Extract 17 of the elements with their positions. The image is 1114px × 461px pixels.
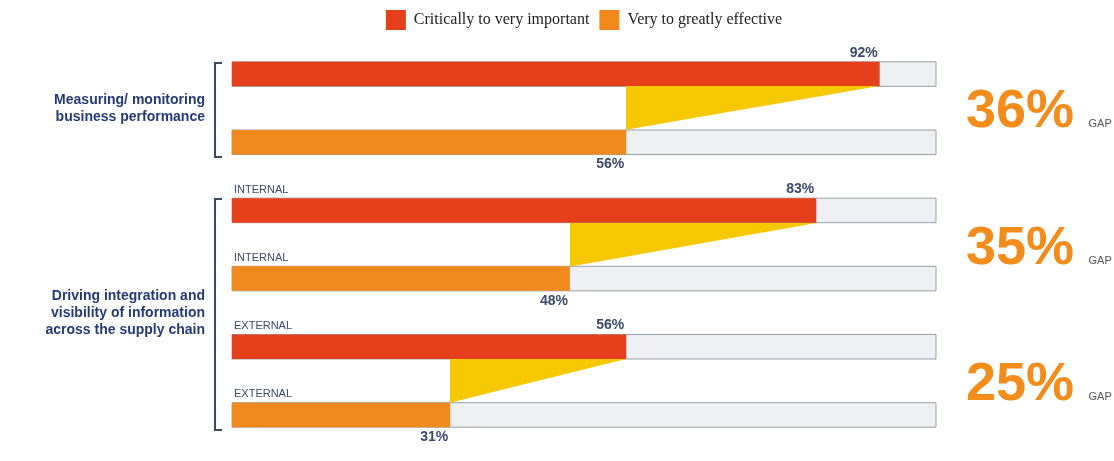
text: 35% GAP: [966, 214, 1112, 275]
data-label: 48%: [539, 291, 569, 308]
legend-label: Very to greatly effective: [627, 10, 783, 29]
text: 36% GAP: [966, 78, 1112, 139]
data-label: 83%: [786, 180, 815, 197]
text: Measuring/ monitoring business performance: [53, 91, 205, 126]
text: 25% GAP: [966, 350, 1112, 411]
data-label: 31%: [420, 428, 449, 445]
legend-label: Critically to very important: [413, 10, 590, 29]
y-tick-label: INTERNAL: [234, 250, 289, 263]
y-tick-label: INTERNAL: [234, 182, 289, 195]
text: Driving integration and visibility of information across the supply chain: [44, 287, 205, 339]
data-label: 56%: [596, 316, 625, 333]
data-label: 92%: [849, 43, 879, 60]
y-tick-label: EXTERNAL: [234, 387, 293, 400]
y-tick-label: EXTERNAL: [234, 319, 293, 332]
data-label: 56%: [596, 155, 625, 172]
